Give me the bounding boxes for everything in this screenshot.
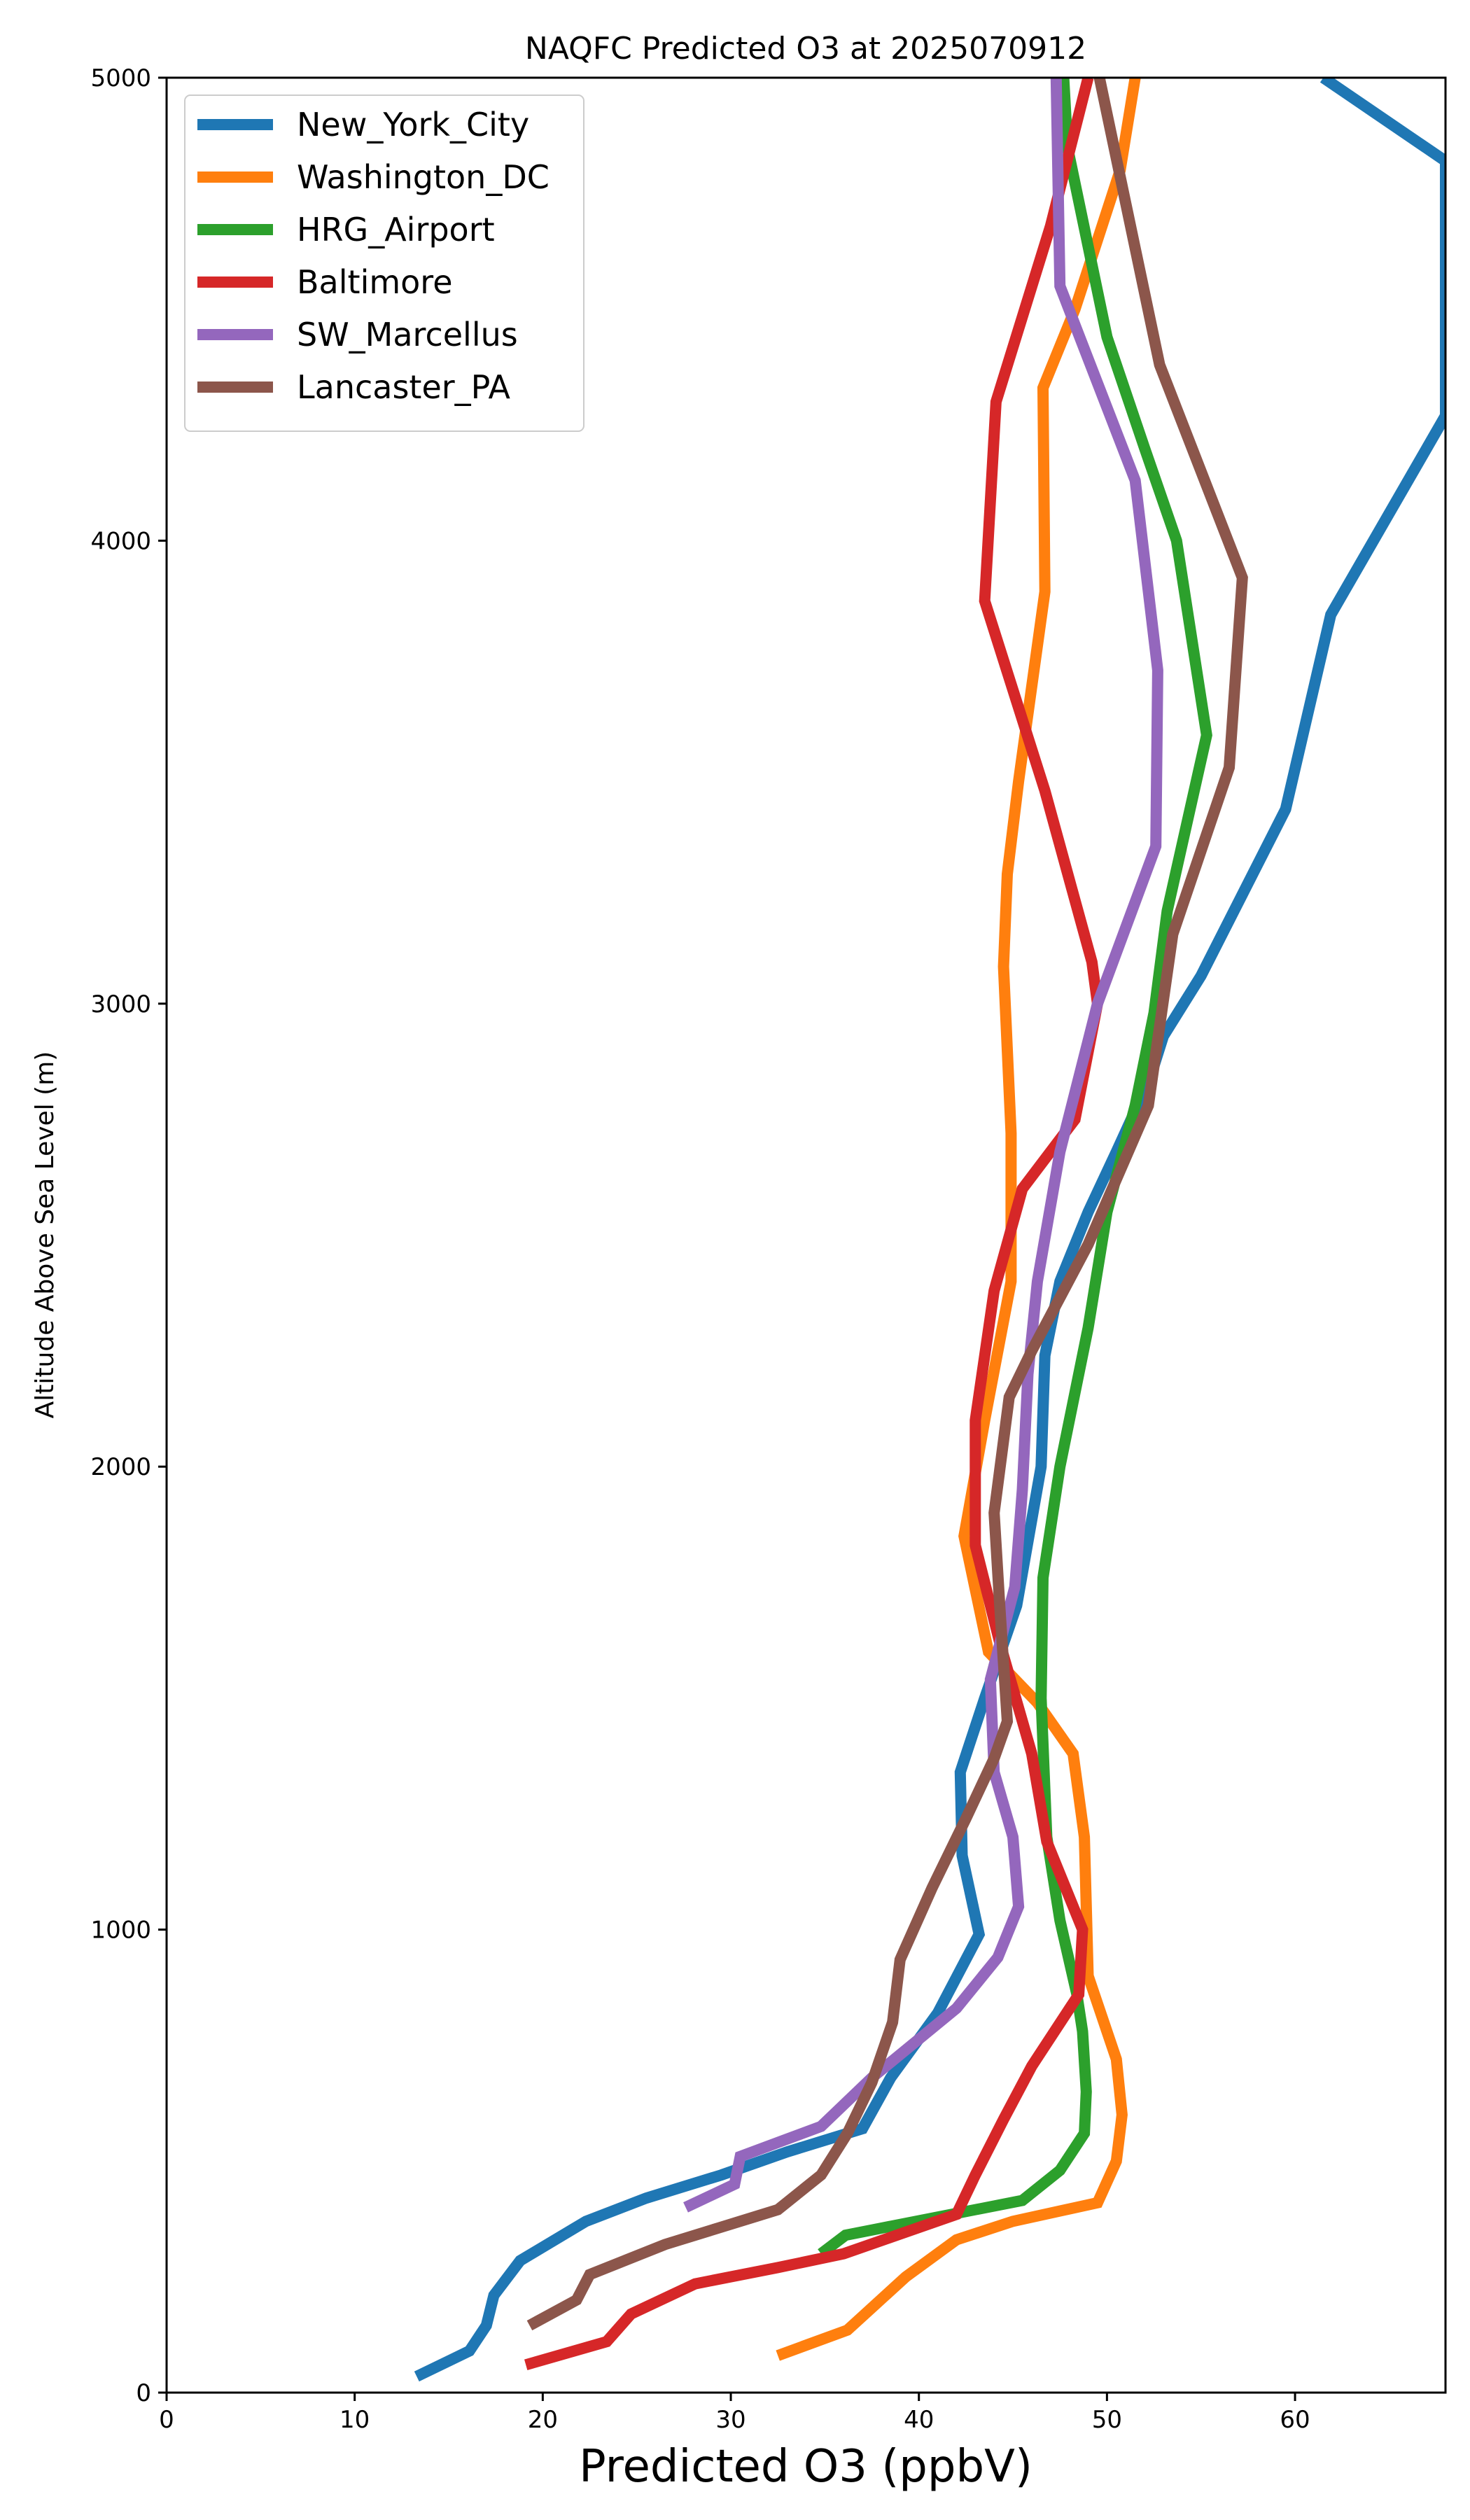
series-line-baltimore [524, 78, 1104, 2370]
x-tick-label: 60 [1280, 2406, 1310, 2434]
series-layer [414, 78, 1446, 2382]
x-axis: 0 10 20 30 40 50 60 [159, 2393, 1310, 2434]
y-tick-label: 2000 [90, 1453, 151, 1481]
series-line-hrg-airport [818, 78, 1212, 2258]
legend-label: Washington_DC [297, 158, 550, 196]
y-tick-label: 4000 [90, 527, 151, 555]
legend-box [184, 94, 584, 432]
x-tick-label: 30 [715, 2406, 746, 2434]
plot-frame [165, 76, 1447, 2394]
x-tick-label: 40 [904, 2406, 934, 2434]
y-axis-label: Altitude Above Sea Level (m) [31, 1051, 59, 1419]
legend-label: HRG_Airport [297, 211, 495, 248]
x-axis-label: Predicted O3 (ppbV) [579, 2441, 1032, 2493]
series-line-new-york-city [414, 78, 1446, 2382]
legend-label: Baltimore [297, 263, 453, 301]
x-tick-label: 0 [159, 2406, 174, 2434]
chart-title: NAQFC Predicted O3 at 2025070912 [525, 31, 1086, 66]
legend-label: New_York_City [297, 106, 529, 144]
legend-label: SW_Marcellus [297, 316, 518, 354]
x-tick-label: 50 [1092, 2406, 1122, 2434]
y-tick-label: 1000 [90, 1917, 151, 1945]
y-axis: 0 1000 2000 3000 4000 5000 [90, 64, 167, 2407]
legend: New_York_City Washington_DC HRG_Airport Bal… [184, 94, 584, 432]
x-tick-label: 20 [528, 2406, 558, 2434]
y-tick-label: 0 [136, 2379, 151, 2407]
y-tick-label: 5000 [90, 64, 151, 92]
series-line-lancaster-pa [526, 78, 1248, 2331]
y-tick-label: 3000 [90, 990, 151, 1018]
legend-label: Lancaster_PA [297, 368, 510, 406]
x-tick-label: 10 [340, 2406, 370, 2434]
